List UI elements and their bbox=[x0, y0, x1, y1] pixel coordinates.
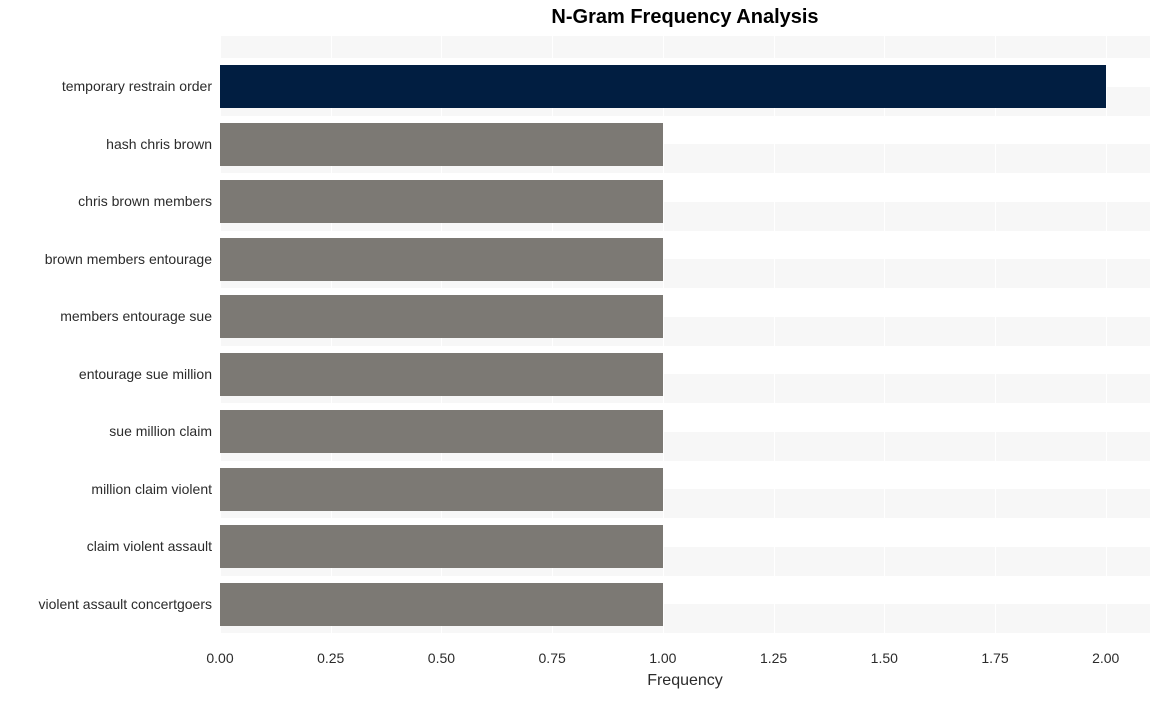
y-tick-label: million claim violent bbox=[2, 481, 212, 497]
y-tick-label: temporary restrain order bbox=[2, 78, 212, 94]
bar bbox=[220, 468, 663, 511]
plot-area bbox=[220, 36, 1150, 644]
ngram-frequency-chart: N-Gram Frequency Analysis Frequency temp… bbox=[0, 0, 1160, 701]
row-stripe bbox=[220, 36, 1150, 58]
x-gridline bbox=[1106, 36, 1107, 644]
bar bbox=[220, 410, 663, 453]
y-tick-label: entourage sue million bbox=[2, 366, 212, 382]
bar bbox=[220, 583, 663, 626]
bar bbox=[220, 295, 663, 338]
y-tick-label: hash chris brown bbox=[2, 136, 212, 152]
y-tick-label: sue million claim bbox=[2, 423, 212, 439]
x-tick-label: 0.00 bbox=[206, 650, 233, 666]
x-gridline bbox=[884, 36, 885, 644]
y-tick-label: claim violent assault bbox=[2, 538, 212, 554]
y-tick-label: violent assault concertgoers bbox=[2, 596, 212, 612]
x-gridline bbox=[995, 36, 996, 644]
y-tick-label: chris brown members bbox=[2, 193, 212, 209]
x-gridline bbox=[774, 36, 775, 644]
x-tick-label: 1.25 bbox=[760, 650, 787, 666]
bar bbox=[220, 123, 663, 166]
x-axis-title: Frequency bbox=[220, 672, 1150, 690]
y-tick-label: brown members entourage bbox=[2, 251, 212, 267]
x-tick-label: 0.75 bbox=[539, 650, 566, 666]
bar bbox=[220, 180, 663, 223]
bar bbox=[220, 65, 1106, 108]
bar bbox=[220, 525, 663, 568]
bar bbox=[220, 238, 663, 281]
x-tick-label: 0.50 bbox=[428, 650, 455, 666]
x-tick-label: 2.00 bbox=[1092, 650, 1119, 666]
bar bbox=[220, 353, 663, 396]
chart-title: N-Gram Frequency Analysis bbox=[220, 6, 1150, 29]
x-tick-label: 1.50 bbox=[871, 650, 898, 666]
x-tick-label: 1.00 bbox=[649, 650, 676, 666]
x-gridline bbox=[663, 36, 664, 644]
y-tick-label: members entourage sue bbox=[2, 308, 212, 324]
x-tick-label: 0.25 bbox=[317, 650, 344, 666]
x-tick-label: 1.75 bbox=[981, 650, 1008, 666]
